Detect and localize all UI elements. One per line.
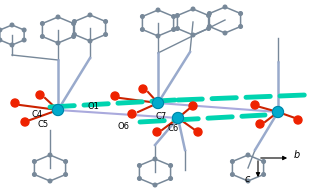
Circle shape [175, 14, 179, 17]
Circle shape [169, 164, 172, 167]
Circle shape [41, 22, 44, 25]
Circle shape [223, 5, 227, 9]
Circle shape [172, 112, 184, 123]
Circle shape [239, 25, 242, 28]
Circle shape [272, 106, 284, 118]
Circle shape [153, 157, 157, 161]
Circle shape [73, 20, 76, 23]
Text: c: c [245, 174, 250, 184]
Circle shape [10, 43, 14, 47]
Circle shape [208, 25, 211, 28]
Circle shape [22, 28, 26, 32]
Circle shape [175, 27, 179, 30]
Circle shape [153, 183, 157, 187]
Circle shape [73, 33, 76, 36]
Circle shape [231, 160, 234, 163]
Circle shape [141, 15, 144, 18]
Circle shape [223, 31, 227, 35]
Text: C7: C7 [155, 112, 166, 121]
Circle shape [207, 14, 210, 17]
Circle shape [33, 160, 36, 163]
Circle shape [194, 128, 202, 136]
Text: O6: O6 [118, 122, 130, 131]
Circle shape [256, 120, 264, 128]
Circle shape [139, 85, 147, 93]
Circle shape [169, 177, 172, 180]
Circle shape [10, 23, 14, 27]
Circle shape [138, 164, 141, 167]
Circle shape [111, 92, 119, 100]
Circle shape [52, 105, 64, 115]
Circle shape [56, 41, 60, 45]
Text: C5: C5 [38, 120, 49, 129]
Text: b: b [294, 150, 300, 160]
Circle shape [262, 160, 265, 163]
Circle shape [48, 179, 52, 183]
Text: O1: O1 [88, 102, 100, 111]
Circle shape [156, 34, 160, 38]
Circle shape [104, 20, 107, 23]
Circle shape [191, 7, 195, 11]
Circle shape [64, 160, 67, 163]
Circle shape [208, 12, 211, 15]
Circle shape [138, 177, 141, 180]
Circle shape [41, 35, 44, 38]
Circle shape [22, 38, 26, 42]
Circle shape [262, 173, 265, 176]
Circle shape [128, 110, 136, 118]
Circle shape [56, 15, 60, 19]
Text: C4: C4 [32, 110, 43, 119]
Circle shape [231, 173, 234, 176]
Circle shape [156, 8, 160, 12]
Circle shape [191, 33, 195, 37]
Circle shape [294, 116, 302, 124]
Circle shape [104, 33, 107, 36]
Circle shape [172, 15, 175, 18]
Circle shape [48, 153, 52, 157]
Circle shape [33, 173, 36, 176]
Circle shape [0, 28, 2, 32]
Circle shape [153, 128, 161, 136]
Circle shape [0, 38, 2, 42]
Circle shape [246, 153, 250, 157]
Circle shape [141, 28, 144, 31]
Circle shape [88, 13, 92, 17]
Circle shape [172, 28, 175, 31]
Circle shape [36, 91, 44, 99]
Circle shape [11, 99, 19, 107]
Circle shape [72, 35, 75, 38]
Circle shape [72, 22, 75, 25]
Circle shape [153, 98, 163, 108]
Circle shape [189, 102, 197, 110]
Circle shape [207, 27, 210, 30]
Circle shape [21, 118, 29, 126]
Text: C6: C6 [168, 124, 179, 133]
Circle shape [246, 179, 250, 183]
Circle shape [239, 12, 242, 15]
Circle shape [251, 101, 259, 109]
Circle shape [88, 39, 92, 43]
Circle shape [64, 173, 67, 176]
